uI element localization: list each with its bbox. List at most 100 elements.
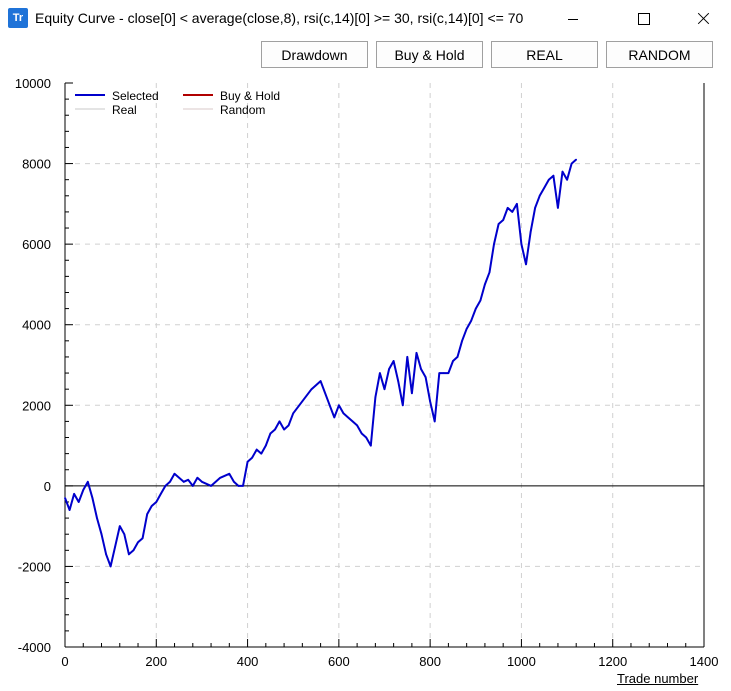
data-point [182,481,185,483]
data-point [401,404,404,407]
data-point [141,537,144,540]
data-point [178,477,180,479]
drawdown-button[interactable]: Drawdown [261,41,368,68]
data-point [566,178,568,181]
data-point [424,376,427,378]
data-point [552,174,555,177]
buy-hold-button[interactable]: Buy & Hold [376,41,483,68]
x-tick-label: 0 [61,654,68,669]
data-point [87,481,89,483]
data-point [105,553,107,556]
x-tick-label: 1400 [690,654,719,669]
data-point [301,400,304,403]
legend-label: Selected [112,89,159,103]
data-point [342,412,345,415]
data-point [392,360,395,362]
data-point [443,372,445,374]
data-point [465,327,468,330]
y-tick-label: -4000 [18,640,51,655]
data-point [484,283,486,286]
random-button[interactable]: RANDOM [606,41,713,68]
y-tick-label: -2000 [18,559,51,574]
data-point [287,424,290,427]
data-point [187,479,190,481]
data-point [338,404,340,407]
x-axis-label: Trade number [617,671,699,686]
data-point [570,162,573,165]
chart-series [64,158,577,568]
data-point [383,388,386,390]
data-point [543,186,546,189]
y-tick-label: 8000 [22,157,51,172]
y-tick-label: 4000 [22,318,51,333]
data-point [246,460,249,463]
data-point [520,243,523,245]
data-point [516,203,518,205]
data-point [146,513,148,515]
data-point [548,178,550,181]
title-bar: Tr Equity Curve - close[0] < average(clo… [0,0,731,36]
data-point [447,372,450,374]
data-point [538,195,541,197]
data-point [452,360,454,362]
data-point [64,497,66,499]
x-tick-label: 400 [237,654,259,669]
data-point [474,307,477,310]
data-point [397,380,399,382]
data-point [351,420,354,423]
chart-grid [65,83,704,647]
data-point [192,485,194,487]
data-point [429,400,431,403]
y-tick-label: 6000 [22,237,51,252]
data-point [374,396,377,399]
close-icon[interactable] [680,2,726,34]
data-point [479,299,482,302]
real-button[interactable]: REAL [491,41,598,68]
x-tick-label: 1000 [507,654,536,669]
data-point [411,392,413,395]
data-point [160,493,162,495]
data-point [328,404,331,407]
data-point [233,481,235,483]
data-point [283,428,285,431]
data-point [173,472,176,475]
data-point [68,509,71,511]
data-point [456,356,459,358]
data-point [575,158,577,161]
data-point [237,485,240,487]
data-point [251,456,253,459]
equity-chart: -4000 -2000 0 2000 4000 6000 8000 10000 0 200 400 6… [15,76,719,669]
data-point [292,412,295,415]
data-point [388,368,390,370]
data-point [370,444,372,447]
data-point [347,416,349,419]
x-tick-label: 600 [328,654,350,669]
data-point [219,477,221,479]
data-point [118,525,121,527]
data-point [132,549,135,552]
data-point [493,243,495,245]
data-point [557,207,559,209]
data-point [511,211,514,213]
data-point [164,485,167,487]
data-point [201,481,203,483]
data-point [379,372,381,374]
data-point [100,533,103,535]
data-point [356,424,358,427]
legend-label: Random [220,103,265,117]
maximize-icon[interactable] [620,2,666,34]
chart-axes [64,82,705,648]
data-point [310,388,313,390]
chart-ticks: -4000 -2000 0 2000 4000 6000 8000 10000 0 200 400 6… [15,76,719,669]
data-point [502,219,504,221]
data-point [333,416,336,419]
minimize-icon[interactable] [550,2,596,34]
data-point [196,477,199,479]
x-tick-label: 1200 [598,654,627,669]
data-point [415,352,418,354]
data-point [438,372,441,374]
data-point [534,207,536,209]
series-line-selected [64,158,577,568]
data-point [137,541,139,544]
data-point [73,493,75,495]
